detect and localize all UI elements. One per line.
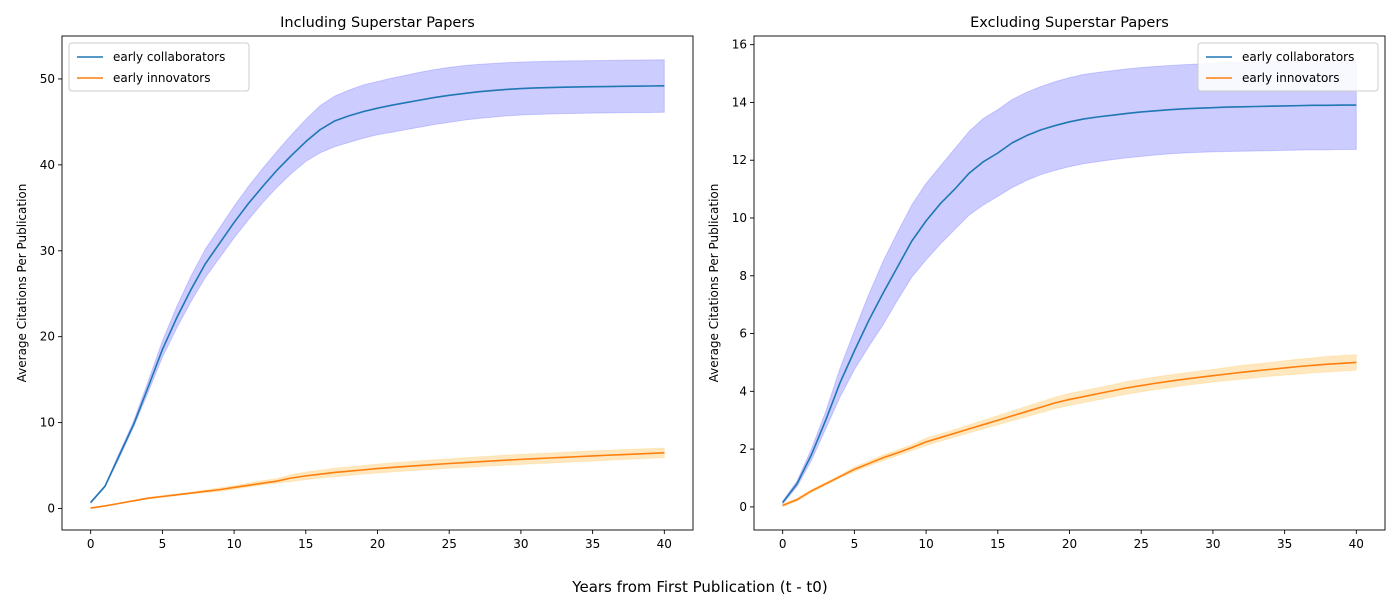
chart-title: Excluding Superstar Papers [970,15,1169,31]
x-tick-label: 30 [513,537,528,551]
confidence-band-innovators [90,447,665,510]
figure-x-axis-label: Years from First Publication (t - t0) [571,578,827,596]
x-tick-label: 30 [1205,537,1220,551]
y-tick-label: 30 [40,244,55,258]
x-tick-label: 20 [370,537,385,551]
x-tick-label: 35 [1277,537,1292,551]
y-tick-label: 6 [739,327,747,341]
legend-label: early collaborators [113,50,225,64]
y-tick-label: 4 [739,384,747,398]
chart-panel-including-superstar: 0 5 10 15 20 25 30 35 40 0 10 20 30 40 50 Including Sup… [15,15,694,551]
legend-box [68,42,250,92]
series-line-collaborators [782,104,1357,504]
y-tick-label: 10 [40,416,55,430]
y-tick-label: 20 [40,330,55,344]
x-tick-label: 15 [990,537,1005,551]
x-tick-label: 35 [585,537,600,551]
x-tick-label: 20 [1062,537,1077,551]
legend: early collaborators early innovators [1197,42,1379,92]
x-tick-label: 10 [226,537,241,551]
y-tick-label: 12 [732,153,747,167]
x-tick-label: 15 [298,537,313,551]
x-tick-label: 25 [442,537,457,551]
legend-label: early collaborators [1242,50,1354,64]
y-tick-label: 0 [739,500,747,514]
y-tick-label: 2 [739,442,747,456]
y-tick-label: 40 [40,158,55,172]
y-tick-label: 10 [732,211,747,225]
chart-title: Including Superstar Papers [280,15,475,31]
series-line-innovators [90,452,665,509]
y-axis-label: Average Citations Per Publication [15,184,29,383]
y-tick-label: 0 [47,502,55,516]
x-tick-label: 25 [1134,537,1149,551]
legend-label: early innovators [113,71,211,85]
x-tick-label: 0 [87,537,95,551]
x-tick-label: 5 [851,537,859,551]
x-tick-label: 40 [657,537,672,551]
y-tick-label: 16 [732,38,747,52]
x-tick-label: 5 [159,537,167,551]
y-tick-label: 14 [732,95,747,109]
x-tick-label: 10 [918,537,933,551]
series-line-innovators [782,361,1357,507]
confidence-band-innovators [782,354,1357,508]
x-tick-label: 40 [1349,537,1364,551]
y-axis-label: Average Citations Per Publication [707,184,721,383]
y-tick-label: 8 [739,269,747,283]
legend-label: early innovators [1242,71,1340,85]
chart-panel-excluding-superstar: 0 5 10 15 20 25 30 35 40 0 2 4 6 8 10 12 14 16 Excluding S… [707,15,1386,551]
legend-box [1197,42,1379,92]
x-tick-label: 0 [779,537,787,551]
series-line-collaborators [90,85,665,504]
confidence-band-collaborators [90,59,665,505]
legend: early collaborators early innovators [68,42,250,92]
y-tick-label: 50 [40,72,55,86]
